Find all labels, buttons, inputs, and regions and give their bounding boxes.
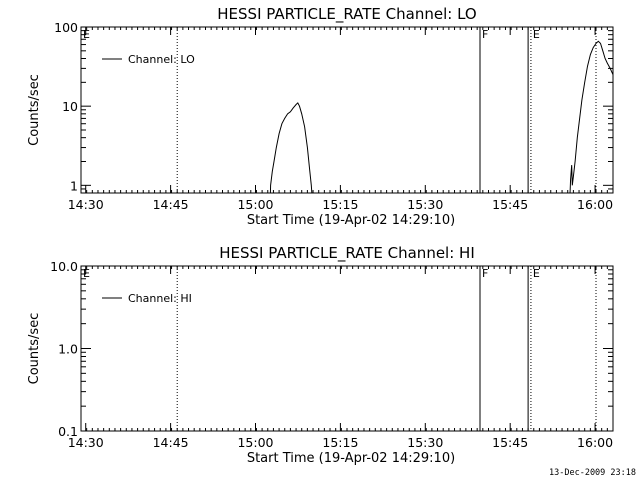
lo-axes-frame	[80, 26, 614, 194]
lo-x-tick-label: 14:45	[153, 197, 189, 212]
lo-x-tick-label: 16:00	[577, 197, 613, 212]
lo-x-tick-label: 14:30	[68, 197, 104, 212]
lo-chart-title: HESSI PARTICLE_RATE Channel: LO	[217, 5, 476, 24]
lo-legend-label: Channel: LO	[128, 53, 195, 66]
hi-marker-label: F	[482, 267, 488, 280]
lo-y-tick-label: 100	[54, 20, 78, 35]
lo-y-axis-label: Counts/sec	[27, 74, 42, 146]
hi-marker-label: E	[83, 267, 90, 280]
hi-axes-frame	[80, 265, 614, 432]
hi-chart-title: HESSI PARTICLE_RATE Channel: HI	[219, 244, 475, 263]
hi-x-tick-label: 15:00	[237, 435, 273, 450]
hi-x-tick-label: 14:45	[153, 435, 189, 450]
lo-x-tick-label: 15:00	[237, 197, 273, 212]
lo-y-tick-label: 1	[70, 178, 78, 193]
hi-y-tick-label: 0.1	[58, 424, 78, 439]
hi-y-tick-label: 1.0	[58, 342, 78, 357]
lo-marker-label: E	[533, 28, 540, 41]
hi-x-tick-label: 15:45	[492, 435, 528, 450]
lo-marker-label: E	[83, 28, 90, 41]
hi-x-axis-label: Start Time (19-Apr-02 14:29:10)	[247, 451, 455, 466]
lo-x-tick-label: 15:30	[407, 197, 443, 212]
lo-x-axis-label: Start Time (19-Apr-02 14:29:10)	[247, 213, 455, 228]
hi-x-tick-label: 16:00	[577, 435, 613, 450]
hi-x-tick-label: 15:30	[407, 435, 443, 450]
hi-y-tick-label: 10.0	[50, 259, 78, 274]
footer-timestamp: 13-Dec-2009 23:18	[549, 468, 636, 478]
lo-y-tick-label: 10	[62, 99, 78, 114]
hi-marker-label: E	[533, 267, 540, 280]
hi-y-axis-label: Counts/sec	[27, 313, 42, 385]
hi-x-tick-label: 15:15	[322, 435, 358, 450]
lo-x-tick-label: 15:45	[492, 197, 528, 212]
lo-channel-panel: HESSI PARTICLE_RATE Channel: LO Start Ti…	[27, 5, 614, 228]
lo-x-tick-label: 15:15	[322, 197, 358, 212]
hi-legend-label: Channel: HI	[128, 292, 192, 305]
lo-plot-area: 14:30 14:45 15:00 15:15 15:30 15:45 16:00 1 10 10…	[54, 20, 614, 212]
hi-plot-area: 14:30 14:45 15:00 15:15 15:30 15:45 16:00 0.1 1.…	[50, 259, 614, 450]
lo-marker-label: F	[482, 28, 488, 41]
hi-channel-panel: HESSI PARTICLE_RATE Channel: HI Start Ti…	[27, 244, 614, 466]
hi-x-tick-label: 14:30	[68, 435, 104, 450]
lo-series-line	[569, 40, 613, 193]
lo-series-line	[269, 102, 313, 193]
